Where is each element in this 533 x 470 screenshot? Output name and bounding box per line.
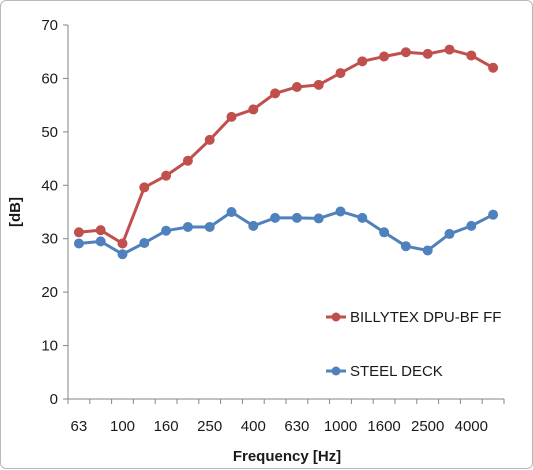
data-point bbox=[204, 134, 215, 145]
data-point bbox=[204, 221, 215, 232]
data-point bbox=[466, 220, 477, 231]
data-point bbox=[139, 182, 150, 193]
data-point bbox=[182, 155, 193, 166]
y-tick-label: 30 bbox=[41, 231, 58, 248]
x-tick-label: 63 bbox=[71, 418, 88, 435]
data-point bbox=[379, 227, 390, 238]
series-2 bbox=[73, 206, 499, 260]
y-tick-label: 0 bbox=[50, 391, 58, 408]
x-tick-label: 1600 bbox=[367, 418, 400, 435]
data-point bbox=[400, 47, 411, 58]
data-point bbox=[248, 220, 259, 231]
y-tick-label: 20 bbox=[41, 284, 58, 301]
data-point bbox=[422, 48, 433, 59]
data-point bbox=[357, 56, 368, 67]
data-point bbox=[291, 81, 302, 92]
y-axis-title: [dB] bbox=[7, 197, 24, 227]
y-tick-label: 40 bbox=[41, 177, 58, 194]
data-point bbox=[313, 79, 324, 90]
y-tick-label: 60 bbox=[41, 70, 58, 87]
x-tick-label: 630 bbox=[284, 418, 309, 435]
data-point bbox=[226, 207, 237, 217]
x-axis-ticks: 63 100 160 250 400 630 1000 1600 2500 4000 bbox=[67, 399, 505, 435]
data-point bbox=[161, 225, 172, 236]
x-tick-label: 2500 bbox=[411, 418, 444, 435]
legend-item: STEEL DECK bbox=[326, 363, 443, 380]
y-tick-label: 70 bbox=[41, 17, 58, 34]
data-point bbox=[161, 170, 172, 181]
data-point bbox=[422, 245, 433, 256]
x-tick-label: 400 bbox=[241, 418, 266, 435]
x-tick-label: 4000 bbox=[455, 418, 488, 435]
data-point bbox=[400, 241, 411, 252]
x-tick-label: 250 bbox=[197, 418, 222, 435]
data-point bbox=[444, 228, 455, 239]
x-tick-label: 1000 bbox=[324, 418, 357, 435]
y-tick-label: 50 bbox=[41, 124, 58, 141]
legend-item: BILLYTEX DPU-BF FF bbox=[326, 309, 501, 326]
data-point bbox=[313, 213, 324, 224]
x-axis-title: Frequency [Hz] bbox=[233, 448, 341, 465]
x-tick-label: 100 bbox=[110, 418, 135, 435]
data-point bbox=[357, 212, 368, 223]
data-point bbox=[139, 237, 150, 248]
x-tick-label: 160 bbox=[154, 418, 179, 435]
legend: BILLYTEX DPU-BF FF STEEL DECK bbox=[326, 309, 501, 380]
data-point bbox=[444, 44, 455, 55]
data-point bbox=[95, 225, 106, 236]
legend-swatch-marker bbox=[331, 366, 341, 376]
y-axis-ticks: 0 10 20 30 40 50 60 70 bbox=[41, 17, 68, 408]
legend-label: STEEL DECK bbox=[350, 363, 443, 380]
series-line bbox=[78, 48, 494, 246]
data-point bbox=[488, 209, 499, 220]
y-tick-label: 10 bbox=[41, 338, 58, 355]
data-point bbox=[117, 238, 128, 249]
data-point bbox=[95, 236, 106, 247]
data-point bbox=[226, 111, 237, 122]
data-point bbox=[488, 62, 499, 73]
data-point bbox=[335, 206, 346, 217]
data-point bbox=[182, 221, 193, 232]
data-point bbox=[291, 212, 302, 223]
legend-label: BILLYTEX DPU-BF FF bbox=[350, 309, 501, 326]
series-1 bbox=[73, 44, 499, 249]
data-point bbox=[335, 68, 346, 79]
data-point bbox=[379, 51, 390, 62]
data-point bbox=[270, 212, 281, 223]
data-point bbox=[466, 50, 477, 61]
legend-swatch-marker bbox=[331, 312, 341, 322]
data-point bbox=[248, 104, 259, 115]
data-point bbox=[73, 238, 84, 249]
data-point bbox=[270, 88, 281, 99]
series-layer bbox=[73, 44, 499, 260]
data-point bbox=[117, 249, 128, 260]
data-point bbox=[73, 227, 84, 238]
